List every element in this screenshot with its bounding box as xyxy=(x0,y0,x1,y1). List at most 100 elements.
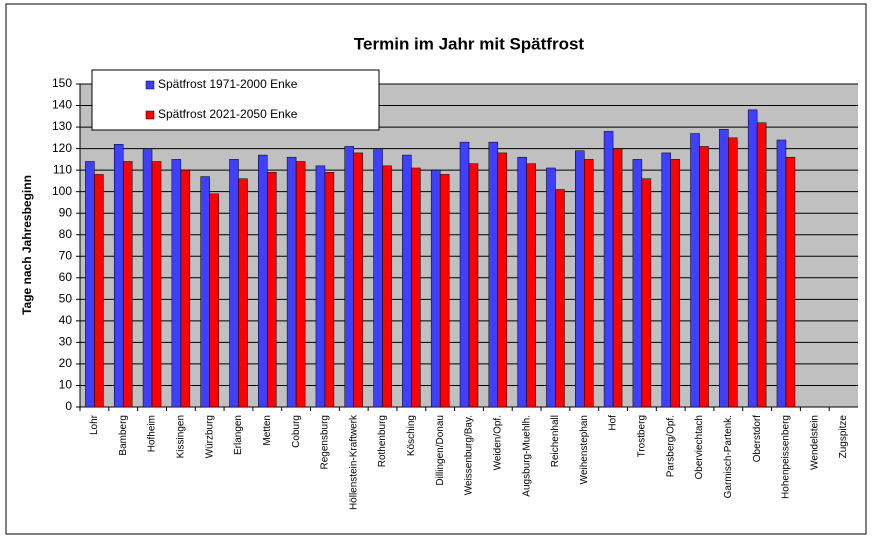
x-tick-label: Zugspitze xyxy=(838,415,849,459)
bar xyxy=(267,172,277,408)
bar xyxy=(555,189,565,408)
bar xyxy=(430,169,441,408)
x-tick-label: Parsberg/Opf. xyxy=(665,415,676,477)
y-tick-label: 80 xyxy=(59,227,73,241)
y-tick-label: 140 xyxy=(52,98,72,112)
x-tick-label: Weissenburg/Bay. xyxy=(464,415,475,495)
bar xyxy=(526,163,536,408)
bar xyxy=(142,148,153,408)
bar xyxy=(229,159,239,408)
bar xyxy=(295,161,306,408)
x-tick-label: Reichenhall xyxy=(550,415,561,467)
legend-swatch xyxy=(145,80,155,90)
bar xyxy=(488,141,499,408)
y-tick-label: 150 xyxy=(52,76,72,90)
legend-label: Spätfrost 1971-2000 Enke xyxy=(158,77,298,91)
x-tick-label: Lohr xyxy=(89,414,100,435)
x-tick-label: Augsburg-Muehlh. xyxy=(521,415,532,497)
y-tick-label: 10 xyxy=(59,378,73,392)
bar xyxy=(122,161,133,408)
bar xyxy=(85,161,95,408)
bar xyxy=(776,139,787,408)
x-tick-label: Coburg xyxy=(291,415,302,448)
bar xyxy=(373,148,383,408)
bar xyxy=(785,156,796,408)
x-tick-label: Hofheim xyxy=(147,415,158,452)
x-tick-label: Wendelstein xyxy=(809,415,820,470)
bar xyxy=(641,178,652,408)
x-tick-label: Würzburg xyxy=(204,415,215,458)
x-tick-label: Metten xyxy=(262,415,273,446)
legend-label: Spätfrost 2021-2050 Enke xyxy=(158,107,298,121)
bar xyxy=(171,159,182,408)
y-axis-label: Tage nach Jahresbeginn xyxy=(20,175,34,315)
bar xyxy=(402,154,412,408)
y-tick-label: 30 xyxy=(59,335,73,349)
bar xyxy=(258,154,268,408)
bar xyxy=(180,169,191,408)
x-tick-label: Regensburg xyxy=(320,415,331,469)
legend-swatch xyxy=(145,110,155,120)
bar xyxy=(603,131,614,408)
bar xyxy=(497,152,508,408)
bar xyxy=(747,109,758,408)
bar xyxy=(94,174,104,408)
x-tick-label: Hohenpeissenberg xyxy=(781,415,792,499)
bar xyxy=(315,165,326,408)
bar xyxy=(632,159,643,408)
y-tick-label: 90 xyxy=(59,205,73,219)
bar xyxy=(690,133,700,408)
bar xyxy=(151,161,162,408)
bar xyxy=(612,148,623,408)
bar xyxy=(661,152,671,408)
x-tick-label: Kösching xyxy=(406,415,417,456)
bar xyxy=(575,150,585,408)
x-tick-label: Oberviechtach xyxy=(694,415,705,479)
bar xyxy=(719,128,729,408)
x-tick-label: Dillingen/Donau xyxy=(435,415,446,486)
y-tick-label: 100 xyxy=(52,184,72,198)
bar xyxy=(517,156,527,408)
bar xyxy=(200,176,210,408)
bar xyxy=(382,165,392,408)
bar xyxy=(728,137,738,408)
x-tick-label: Weihenstephan xyxy=(579,415,590,484)
x-tick-label: Garmisch-Partenk. xyxy=(723,415,734,498)
y-tick-label: 70 xyxy=(59,248,73,262)
x-tick-label: Erlangen xyxy=(233,415,244,455)
x-tick-label: Weiden/Opf. xyxy=(492,415,503,470)
y-tick-label: 130 xyxy=(52,119,72,133)
bar xyxy=(699,146,709,408)
bar xyxy=(439,174,450,408)
x-tick-label: Kissingen xyxy=(175,415,186,458)
chart-title: Termin im Jahr mit Spätfrost xyxy=(354,34,585,53)
x-tick-label: Hof xyxy=(608,415,619,431)
y-tick-label: 110 xyxy=(53,162,72,176)
bar xyxy=(459,141,470,408)
bar xyxy=(209,193,219,408)
x-tick-label: Oberstdorf xyxy=(752,415,763,462)
bar xyxy=(353,152,363,408)
y-tick-label: 60 xyxy=(59,270,73,284)
y-tick-label: 40 xyxy=(59,313,73,327)
bar xyxy=(286,156,297,408)
x-tick-label: Trostberg xyxy=(637,415,648,457)
y-tick-label: 120 xyxy=(52,141,72,155)
bar xyxy=(324,172,335,408)
x-tick-label: Höllenstein-Kraftwerk xyxy=(348,414,359,510)
bar xyxy=(468,163,479,408)
x-tick-label: Bamberg xyxy=(118,415,129,456)
y-tick-label: 50 xyxy=(59,292,73,306)
legend-box xyxy=(91,69,380,131)
bar xyxy=(756,122,767,408)
bar xyxy=(411,167,421,408)
x-tick-label: Rothenburg xyxy=(377,415,388,467)
bar xyxy=(546,167,556,408)
bar xyxy=(584,159,594,408)
bar xyxy=(238,178,248,408)
bar xyxy=(113,144,124,408)
bar xyxy=(344,146,354,408)
y-tick-label: 20 xyxy=(59,356,73,370)
bar xyxy=(670,159,680,408)
